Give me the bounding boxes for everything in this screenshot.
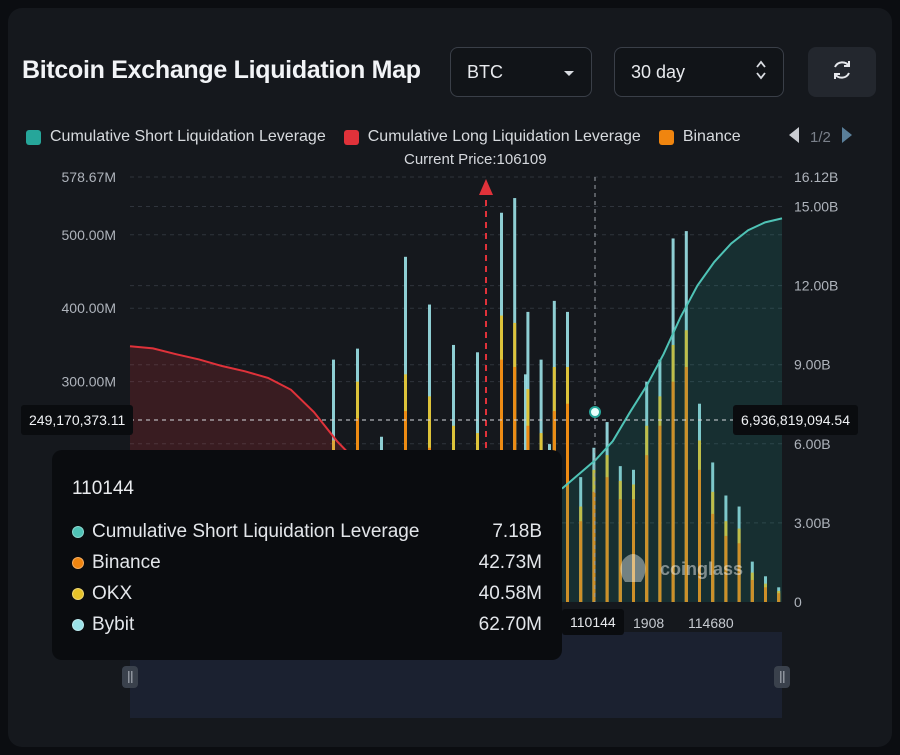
- left-axis-tick-label: 400.00M: [62, 300, 116, 316]
- legend-next-icon[interactable]: [841, 126, 853, 148]
- range-select[interactable]: 30 day: [614, 47, 784, 97]
- short-liquidation-area: [562, 218, 782, 602]
- short-liquidation-line: [561, 217, 783, 490]
- page-title: Bitcoin Exchange Liquidation Map: [22, 56, 421, 84]
- bar-binance: [777, 593, 781, 602]
- bar-binance: [750, 579, 754, 602]
- tooltip-dot-short: [72, 526, 84, 538]
- bar-binance: [764, 587, 767, 602]
- bar-binance: [671, 381, 675, 602]
- zoom-handle-grip: [780, 671, 782, 683]
- tooltip-row-short: Cumulative Short Liquidation Leverage 7.…: [72, 519, 542, 545]
- tooltip-price: 110144: [72, 478, 134, 499]
- right-axis-tick-label: 6.00B: [794, 436, 831, 452]
- right-axis-tick-label: 9.00B: [794, 357, 831, 373]
- legend-pager: 1/2: [788, 126, 853, 148]
- bar-binance: [645, 455, 649, 602]
- legend-label-binance: Binance: [682, 128, 741, 145]
- tooltip-value: 62.70M: [478, 614, 542, 635]
- hover-marker: [589, 406, 601, 418]
- bar-binance: [632, 499, 635, 602]
- tooltip-dot-bybit: [72, 619, 84, 631]
- legend-page-indicator: 1/2: [810, 128, 831, 146]
- right-axis-tick-label: 12.00B: [794, 278, 838, 294]
- right-axis-tick-label: 0: [794, 594, 802, 610]
- tooltip-dot-okx: [72, 588, 84, 600]
- current-price-label: Current Price:106109: [404, 151, 547, 168]
- long-liquidation-line: [129, 345, 361, 466]
- x-axis-tick-label: 1908: [633, 615, 664, 631]
- zoom-handle-right: [774, 666, 790, 688]
- tooltip-row-bybit: Bybit 62.70M: [72, 612, 542, 638]
- bar-binance: [592, 491, 596, 602]
- tooltip-name: OKX: [92, 583, 133, 604]
- tooltip-name: Bybit: [92, 614, 135, 635]
- legend-label-long: Cumulative Long Liquidation Leverage: [367, 128, 641, 145]
- tooltip-row-okx: OKX 40.58M: [72, 581, 542, 607]
- legend-label-short: Cumulative Short Liquidation Leverage: [50, 128, 326, 145]
- crosshair-right-value: 6,936,819,094.54: [733, 405, 858, 435]
- tooltip-name: Binance: [92, 552, 161, 573]
- tooltip-value: 42.73M: [478, 552, 542, 573]
- tooltip-value: 7.18B: [492, 521, 542, 542]
- refresh-icon: [830, 58, 854, 87]
- tooltip-name: Cumulative Short Liquidation Leverage: [92, 521, 420, 542]
- tooltip: 110144 Cumulative Short Liquidation Leve…: [52, 450, 562, 660]
- crosshair-x-value: 110144: [562, 609, 624, 635]
- legend-swatch-binance: [658, 129, 674, 145]
- coinglass-logo-icon: [620, 554, 646, 582]
- zoom-handle-grip: [131, 671, 133, 683]
- bar-binance: [658, 425, 662, 602]
- tooltip-dot-binance: [72, 557, 84, 569]
- tooltip-row-binance: Binance 42.73M: [72, 550, 542, 576]
- legend-swatch-long: [343, 129, 359, 145]
- legend-prev-icon[interactable]: [788, 126, 800, 148]
- right-axis-tick-label: 3.00B: [794, 515, 831, 531]
- asset-select[interactable]: BTC: [450, 47, 592, 97]
- bar-binance: [579, 521, 583, 602]
- right-axis-tick-label: 16.12B: [794, 169, 838, 185]
- legend-item-short[interactable]: Cumulative Short Liquidation Leverage: [26, 128, 326, 146]
- bar-binance: [724, 535, 728, 602]
- zoom-handle-grip: [128, 671, 130, 683]
- current-price-arrow: [479, 179, 493, 195]
- zoom-handle-left: [122, 666, 138, 688]
- bar-binance: [684, 366, 688, 602]
- refresh-button[interactable]: [808, 47, 876, 97]
- watermark-logo: coinglass: [660, 559, 743, 579]
- tooltip-value: 40.58M: [478, 583, 542, 604]
- bar-binance: [711, 513, 715, 602]
- bar-binance: [605, 477, 609, 602]
- updown-chevron-icon: [755, 59, 767, 86]
- x-axis-tick-label: 114680: [688, 615, 734, 631]
- crosshair-left-value: 249,170,373.11: [21, 405, 134, 435]
- left-axis-tick-label: 500.00M: [62, 227, 116, 243]
- chevron-down-icon: [563, 62, 575, 83]
- left-axis-tick-label: 300.00M: [62, 374, 116, 390]
- legend-item-binance[interactable]: Binance: [658, 128, 741, 146]
- legend-item-long[interactable]: Cumulative Long Liquidation Leverage: [343, 128, 641, 146]
- legend-swatch-short: [26, 129, 41, 145]
- range-select-value: 30 day: [631, 61, 686, 82]
- zoom-handle-grip: [783, 671, 785, 683]
- bar-binance: [737, 543, 741, 602]
- bar-binance: [698, 469, 701, 602]
- right-axis-tick-label: 15.00B: [794, 199, 838, 215]
- left-axis-tick-label: 578.67M: [62, 169, 116, 185]
- bar-binance: [566, 403, 569, 602]
- asset-select-value: BTC: [467, 61, 503, 82]
- bar-binance: [618, 499, 622, 602]
- chart-legend: Cumulative Short Liquidation Leverage Cu…: [26, 126, 786, 148]
